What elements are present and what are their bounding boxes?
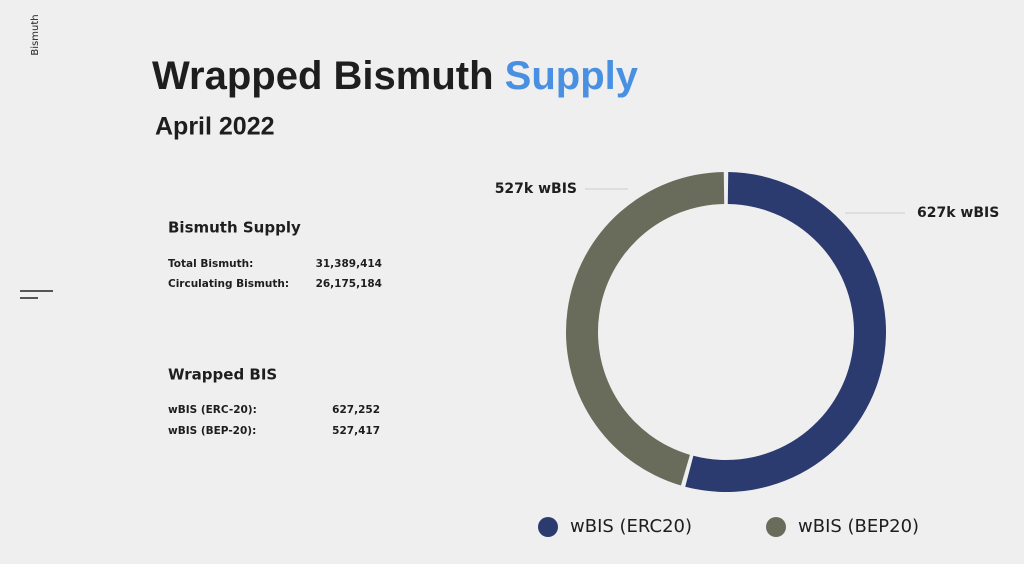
row-value: 627,252 — [332, 404, 380, 416]
row-label: Total Bismuth: — [168, 258, 253, 270]
legend-label: wBIS (ERC20) — [570, 516, 692, 537]
subtitle: April 2022 — [155, 113, 275, 141]
legend-swatch — [766, 517, 786, 537]
title: Wrapped Bismuth Supply — [152, 54, 639, 98]
value-label: 627k wBIS — [917, 205, 999, 221]
value-label: 527k wBIS — [495, 181, 577, 197]
row-value: 26,175,184 — [316, 278, 382, 290]
section-heading: Bismuth Supply — [168, 219, 301, 237]
section-heading: Wrapped BIS — [168, 366, 277, 384]
row-label: Circulating Bismuth: — [168, 278, 289, 290]
brand: Bismuth — [30, 14, 41, 55]
row-label: wBIS (BEP-20): — [168, 425, 256, 437]
title-highlight: Supply — [505, 54, 639, 98]
donut-segment — [566, 172, 725, 486]
row-value: 527,417 — [332, 425, 380, 437]
legend-swatch — [538, 517, 558, 537]
row-value: 31,389,414 — [316, 258, 382, 270]
title-main: Wrapped Bismuth — [152, 54, 494, 98]
legend-label: wBIS (BEP20) — [798, 516, 919, 537]
donut-segment — [685, 172, 887, 493]
row-label: wBIS (ERC-20): — [168, 404, 257, 416]
